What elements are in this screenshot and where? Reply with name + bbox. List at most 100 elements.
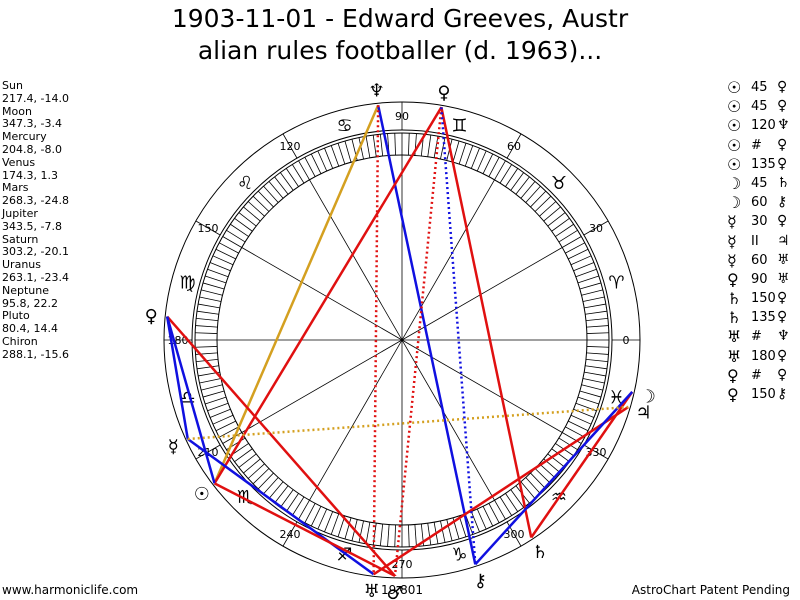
degree-tick	[476, 150, 487, 172]
aspect-planet-1-glyph: ☉	[727, 78, 742, 97]
moon-glyph: ☽	[640, 386, 656, 407]
degree-tick	[585, 317, 608, 322]
aspect-planet-1-glyph: ☉	[727, 135, 742, 155]
degree-tick	[268, 181, 284, 199]
aspect-row: ♀ 150 ⚷	[727, 385, 799, 404]
degree-tick	[494, 500, 506, 520]
degree-tick	[520, 181, 536, 199]
aspect-planet-1-glyph: ♀	[727, 385, 739, 404]
degree-tick	[575, 268, 597, 278]
degree-tick	[207, 268, 229, 278]
aspect-line	[165, 316, 189, 440]
degree-tick	[539, 201, 557, 217]
degree-tick	[433, 136, 439, 158]
degree-label: 150	[198, 222, 219, 235]
degree-tick	[209, 262, 231, 272]
degree-tick	[263, 185, 279, 203]
planet-name: Sun	[2, 79, 23, 92]
planet-coords: 174.3, 1.3	[2, 168, 58, 182]
chiron-glyph: ⚷	[474, 571, 487, 592]
degree-tick	[581, 289, 603, 296]
degree-tick	[199, 378, 222, 384]
aspect-row: ♄ 135 ♀	[727, 308, 799, 327]
degree-tick	[586, 352, 609, 355]
degree-tick	[584, 303, 606, 309]
aspect-row: ☽ 45 ♄	[727, 174, 799, 193]
aspect-planet-1-glyph: ♅	[727, 327, 742, 347]
degree-label: 30	[589, 222, 603, 235]
aspect-angle: 150	[751, 291, 776, 307]
degree-label: 0	[623, 334, 630, 347]
degree-tick	[543, 206, 561, 222]
planet-name: Neptune	[2, 283, 50, 297]
planet-coords: 303.2, -20.1	[2, 245, 69, 259]
mars-glyph: ♂	[386, 583, 402, 600]
degree-label: 240	[280, 528, 301, 541]
aspect-row: ☉ 45 ♀	[727, 97, 799, 116]
degree-tick	[584, 371, 606, 377]
sign-boundary-tick	[195, 444, 221, 460]
aspect-angle: 90	[751, 271, 768, 287]
degree-tick	[482, 506, 494, 527]
planet-position-list: Sun 217.4, -14.0 Moon 347.3, -3.4 Mercury 204…	[2, 79, 69, 362]
aspect-angle: 150	[751, 387, 776, 402]
degree-tick	[570, 255, 592, 266]
aspect-line	[187, 437, 375, 576]
degree-tick	[330, 145, 340, 167]
degree-tick	[394, 524, 396, 547]
aspect-row: ♀ # ♀	[727, 366, 799, 385]
degree-tick	[440, 137, 446, 160]
degree-tick	[198, 303, 220, 309]
degree-tick	[579, 282, 602, 290]
aspect-planet-2-glyph: ♃	[777, 232, 790, 249]
degree-tick	[565, 242, 585, 254]
aspect-planet-2-glyph: ⚷	[777, 386, 788, 402]
aspect-planet-1-glyph: ☿	[727, 231, 737, 251]
degree-tick	[195, 325, 218, 328]
degree-tick	[458, 143, 467, 165]
degree-tick	[372, 134, 377, 157]
degree-tick	[494, 160, 506, 180]
degree-tick	[219, 242, 239, 254]
aspect-planet-2-glyph: ♀	[777, 155, 788, 172]
aspect-planet-2-glyph: ♀	[777, 347, 788, 364]
aspect-planet-1-glyph: ☉	[727, 154, 742, 174]
degree-tick	[238, 453, 257, 468]
sun-glyph: ☉	[194, 484, 210, 505]
degree-tick	[199, 296, 222, 302]
degree-tick	[562, 432, 582, 444]
planet-name: Mercury	[2, 130, 47, 144]
aspect-line	[213, 482, 396, 578]
degree-label: 60	[507, 140, 521, 153]
planet-name: Mars	[2, 181, 29, 195]
degree-tick	[243, 458, 261, 474]
degree-tick	[379, 134, 384, 157]
mercury-glyph: ☿	[168, 437, 179, 458]
degree-tick	[530, 190, 547, 208]
aspect-angle: 45	[751, 80, 768, 95]
degree-tick	[337, 515, 346, 537]
degree-tick	[525, 477, 541, 495]
footer-website-link[interactable]: www.harmoniclife.com	[2, 583, 139, 597]
degree-tick	[196, 317, 219, 322]
degree-tick	[243, 206, 261, 222]
degree-tick	[365, 136, 371, 158]
zodiac-sign-glyph: ♈	[608, 273, 624, 294]
neptune-glyph: ♆	[368, 80, 384, 101]
degree-tick	[488, 503, 500, 523]
degree-tick	[234, 218, 253, 232]
aspect-planet-2-glyph: ♀	[777, 136, 788, 153]
sign-boundary-tick	[583, 444, 609, 460]
aspect-angle: #	[751, 367, 762, 383]
jupiter-glyph: ♃	[636, 403, 652, 424]
degree-tick	[195, 332, 218, 334]
planet-name: Moon	[2, 104, 32, 118]
degree-tick	[379, 523, 384, 546]
degree-tick	[202, 282, 225, 290]
zodiac-sign-glyph: ♑	[451, 544, 467, 565]
degree-tick	[230, 223, 249, 237]
degree-tick	[408, 133, 410, 156]
degree-tick	[585, 358, 608, 363]
sign-boundary-tick	[282, 133, 298, 159]
degree-tick	[247, 201, 265, 217]
